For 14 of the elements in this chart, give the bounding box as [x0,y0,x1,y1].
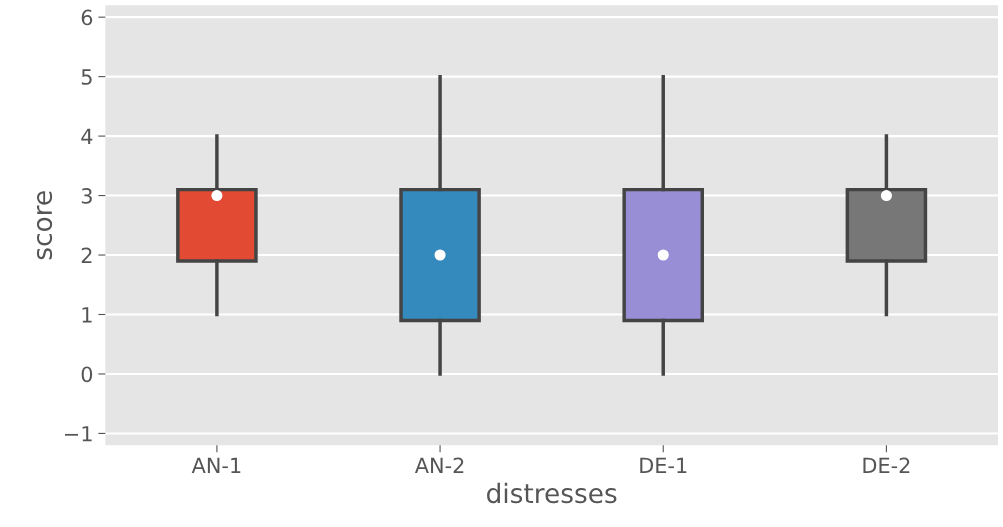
y-axis-title: score [36,191,53,260]
x-tick-label: DE-2 [863,457,910,473]
y-tick-label: 5 [81,69,92,85]
y-tick-label: 3 [81,188,92,204]
y-tick-label: 0 [81,366,93,383]
y-tick-label: 4 [81,128,93,145]
y-tick-label: 2 [81,247,92,263]
y-tick-label: −1 [65,426,92,442]
y-tick-label: 6 [81,9,93,26]
x-tick-label: DE-1 [640,457,687,473]
x-tick-label: AN-2 [414,457,464,473]
y-tick-label: 1 [82,307,92,323]
x-axis-title: distresses [487,482,617,504]
x-tick-label: AN-1 [191,457,241,473]
